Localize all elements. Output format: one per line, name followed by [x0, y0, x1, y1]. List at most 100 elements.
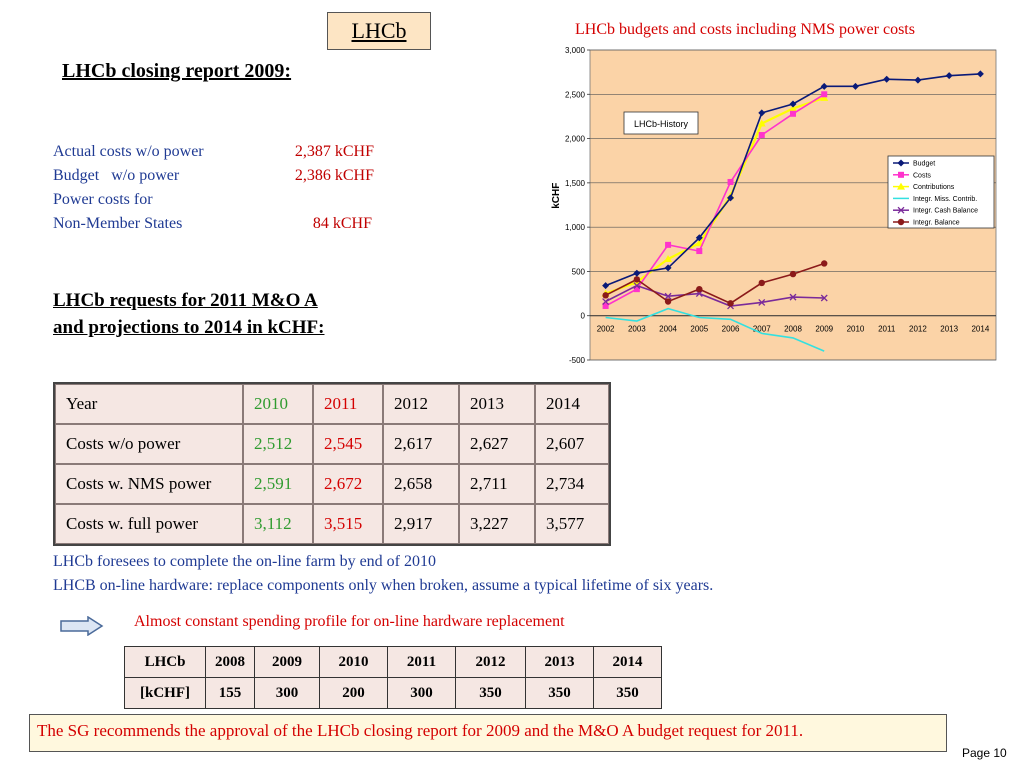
data-point — [758, 132, 765, 139]
table-header-cell: 2010 — [319, 646, 388, 678]
table-row: Costs w. NMS power 2,591 2,672 2,658 2,7… — [55, 464, 609, 504]
table-header-cell: 2012 — [455, 646, 526, 678]
data-point — [790, 110, 796, 117]
data-point — [789, 104, 797, 112]
data-point — [789, 293, 797, 301]
series-line — [605, 307, 825, 352]
x-tick-label: 2014 — [971, 325, 989, 334]
data-point — [898, 171, 904, 178]
table-cell: Costs w. full power — [55, 504, 243, 544]
table-cell: 3,227 — [459, 504, 535, 544]
note-online-hardware: LHCB on-line hardware: replace component… — [53, 577, 714, 594]
table-cell: 200 — [319, 677, 388, 709]
table-header-cell: 2011 — [387, 646, 456, 678]
x-tick-label: 2011 — [878, 325, 896, 334]
data-point — [897, 218, 905, 226]
data-point — [883, 75, 891, 83]
series-line — [605, 96, 825, 295]
data-point — [945, 72, 953, 80]
x-tick-label: 2003 — [628, 325, 646, 334]
x-tick-label: 2012 — [909, 325, 927, 334]
data-point — [914, 76, 922, 84]
table-cell: 3,112 — [243, 504, 313, 544]
data-point — [789, 100, 797, 108]
data-point — [727, 178, 734, 185]
table-header-cell: Year — [55, 384, 243, 424]
series-line — [605, 93, 825, 307]
table-header-cell: 2011 — [313, 384, 383, 424]
data-point — [821, 260, 828, 267]
data-point — [665, 241, 672, 248]
legend-entry: Contributions — [913, 184, 955, 191]
table-cell: 2,734 — [535, 464, 609, 504]
table-cell: 2,658 — [383, 464, 459, 504]
legend-entry: Budget — [913, 161, 935, 168]
online-hardware-table: LHCb 2008 2009 2010 2011 2012 2013 2014 … — [124, 646, 662, 709]
x-tick-label: 2004 — [659, 325, 677, 334]
x-tick-label: 2006 — [722, 325, 740, 334]
legend-entry: Integr. Cash Balance — [913, 208, 978, 215]
table-header-cell: 2014 — [593, 646, 662, 678]
data-point — [758, 298, 766, 306]
requests-heading-line1: LHCb requests for 2011 M&O A — [53, 290, 318, 311]
data-point — [664, 264, 672, 272]
table-header-cell: 2009 — [254, 646, 320, 678]
x-tick-label: 2009 — [815, 325, 833, 334]
table-cell: [kCHF] — [124, 677, 206, 709]
data-point — [789, 270, 797, 278]
data-point — [633, 286, 640, 293]
data-point — [758, 109, 766, 117]
y-tick-label: 0 — [581, 312, 586, 321]
table-cell: 2,672 — [313, 464, 383, 504]
legend-entry: Integr. Miss. Contrib. — [913, 196, 977, 203]
data-point — [602, 292, 609, 299]
y-tick-label: 1,000 — [565, 223, 586, 232]
table-cell: 2,627 — [459, 424, 535, 464]
legend-entry: Costs — [913, 172, 931, 179]
inset-label-box — [623, 111, 699, 135]
table-cell: 2,711 — [459, 464, 535, 504]
y-tick-label: 2,000 — [565, 135, 586, 144]
slide-title: LHCb — [327, 12, 431, 50]
table-cell: Costs w. NMS power — [55, 464, 243, 504]
legend-box — [887, 155, 995, 229]
data-point — [821, 91, 828, 98]
data-point — [633, 269, 641, 277]
data-point — [820, 294, 828, 302]
data-point — [757, 119, 766, 127]
data-point — [851, 82, 859, 90]
x-tick-label: 2008 — [784, 325, 802, 334]
x-tick-label: 2007 — [753, 325, 771, 334]
table-cell: 300 — [254, 677, 320, 709]
cost-row-value: 84 kCHF — [312, 215, 372, 232]
cost-row-label: Budget w/o power — [53, 167, 180, 184]
data-point — [633, 276, 641, 283]
table-cell: 2,607 — [535, 424, 609, 464]
x-tick-label: 2013 — [940, 325, 958, 334]
table-header-cell: 2008 — [205, 646, 255, 678]
data-point — [602, 298, 610, 306]
table-cell: 2,617 — [383, 424, 459, 464]
chart-title: LHCb budgets and costs including NMS pow… — [575, 21, 915, 38]
table-cell: 3,577 — [535, 504, 609, 544]
series-line — [605, 284, 825, 307]
table-header-cell: 2010 — [243, 384, 313, 424]
table-header-cell: 2014 — [535, 384, 609, 424]
table-row: [kCHF] 155 300 200 300 350 350 350 — [124, 677, 662, 709]
table-cell: 2,917 — [383, 504, 459, 544]
table-cell: 2,591 — [243, 464, 313, 504]
cost-row-label: Non-Member States — [53, 215, 183, 232]
data-point — [696, 285, 703, 293]
requests-heading-line2: and projections to 2014 in kCHF: — [53, 317, 325, 338]
recommendation-box: The SG recommends the approval of the LH… — [29, 714, 947, 752]
budget-history-chart: -500 0 500 1,000 1,500 2,000 2,500 3,000 2002 200… — [551, 46, 997, 365]
table-cell: 350 — [593, 677, 662, 709]
page-number: Page 10 — [962, 746, 1007, 760]
table-cell: Costs w/o power — [55, 424, 243, 464]
cost-row-value: 2,387 kCHF — [294, 143, 374, 160]
table-header-cell: LHCb — [124, 646, 206, 678]
data-point — [897, 206, 905, 214]
y-tick-label: 3,000 — [565, 46, 586, 55]
y-tick-label: -500 — [569, 356, 586, 365]
data-point — [976, 70, 984, 78]
